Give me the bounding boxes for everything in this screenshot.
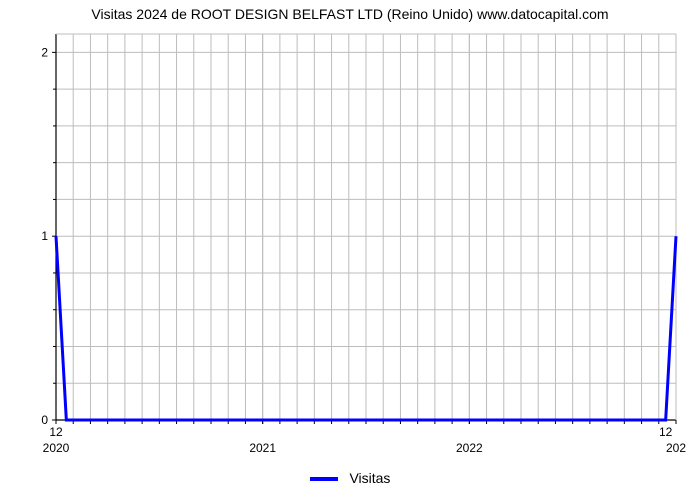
x-month-label: 12 xyxy=(49,425,63,439)
x-month-label: 12 xyxy=(659,425,673,439)
legend: Visitas xyxy=(0,470,700,486)
x-tick-label: 202 xyxy=(666,441,686,455)
x-tick-label: 2021 xyxy=(249,441,276,455)
legend-label: Visitas xyxy=(349,470,390,486)
y-tick-label: 1 xyxy=(41,229,48,243)
chart-plot: 0122020202120222021212 xyxy=(0,0,700,500)
y-tick-label: 0 xyxy=(41,413,48,427)
y-tick-label: 2 xyxy=(41,45,48,59)
x-tick-label: 2022 xyxy=(456,441,483,455)
x-tick-label: 2020 xyxy=(43,441,70,455)
legend-swatch xyxy=(310,477,338,481)
